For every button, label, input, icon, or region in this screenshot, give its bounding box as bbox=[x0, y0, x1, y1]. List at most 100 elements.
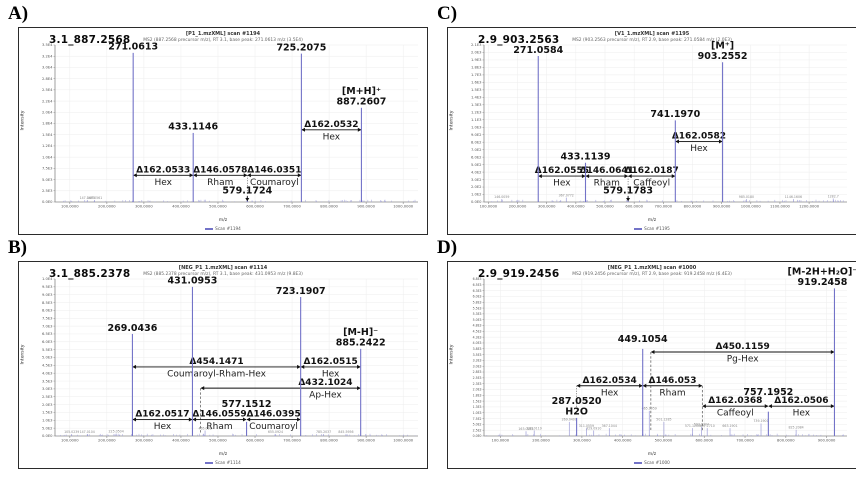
y-tick-label: 1.9E3 bbox=[471, 58, 482, 62]
arrowhead bbox=[297, 364, 301, 369]
y-tick-label: 2.5E3 bbox=[42, 189, 53, 193]
arrowhead bbox=[242, 417, 247, 422]
y-tick-label: 1.0E3 bbox=[42, 419, 53, 423]
spectrum-title: 3.1_885.2378 bbox=[49, 268, 131, 280]
y-tick-label: 7.5E3 bbox=[42, 316, 53, 320]
y-tick-label: 3.0E4 bbox=[42, 66, 53, 70]
fragment-name-label: Rham bbox=[206, 422, 232, 432]
peak-label: [M⁺] bbox=[711, 41, 734, 52]
y-tick-label: 1.0E2 bbox=[471, 193, 482, 197]
y-tick-label: 2.8E4 bbox=[42, 77, 53, 81]
legend-text: Scan #1195 bbox=[644, 226, 670, 231]
small-peak-label: 593.1304 bbox=[694, 422, 709, 426]
y-axis-label: Intensity bbox=[20, 110, 26, 131]
y-tick-label: 4.0E2 bbox=[471, 170, 482, 174]
arrowhead bbox=[624, 174, 629, 179]
delta-label: Δ162.0534 bbox=[583, 376, 637, 386]
y-tick-label: 3.3E3 bbox=[473, 359, 482, 363]
y-tick-label: 2.5E3 bbox=[42, 395, 53, 399]
scan-header: [V1_1.mzXML] scan #1195 bbox=[614, 30, 690, 37]
y-tick-label: 1.1E3 bbox=[471, 118, 482, 122]
y-tick-label: 1.4E3 bbox=[471, 96, 482, 100]
fragment-name-label: Coumaroyl-Rham-Hex bbox=[167, 369, 266, 379]
fragment-name-label: Rham bbox=[659, 388, 685, 398]
small-peak-label: 663.1901 bbox=[722, 424, 737, 428]
arrowhead bbox=[675, 139, 679, 144]
peak-label: 887.2607 bbox=[336, 97, 386, 108]
y-tick-label: 6.0E3 bbox=[473, 295, 482, 299]
y-tick-label: 7.0E2 bbox=[471, 148, 482, 152]
scan-subheader: MS2 (903.2563 precursor m/z), RT 2.9, ba… bbox=[572, 37, 732, 43]
scan-subheader: MS2 (919.2456 precursor m/z), RT 2.9, ba… bbox=[572, 271, 732, 277]
delta-label: Δ162.0517 bbox=[135, 410, 189, 420]
fragment-name-label: Hex bbox=[690, 144, 708, 154]
arrowhead bbox=[133, 173, 137, 178]
delta-label: Δ146.0395 bbox=[246, 410, 300, 420]
y-tick-label: 7.0E3 bbox=[42, 324, 53, 328]
peak-label: 433.1139 bbox=[561, 152, 611, 163]
delta-label: Δ450.1159 bbox=[716, 342, 770, 352]
panel-c: C) 2.9_903.2563 [V1_1.mzXML] scan #1195 … bbox=[437, 3, 856, 235]
scan-header: [P1_1.mzXML] scan #1194 bbox=[185, 30, 261, 37]
peak-label: 449.1054 bbox=[618, 334, 668, 345]
x-tick-label: 900.0000 bbox=[357, 205, 375, 209]
x-tick-label: 400.0000 bbox=[614, 439, 632, 443]
x-tick-label: 900.0000 bbox=[818, 439, 836, 443]
spectrum-title: 2.9_919.2456 bbox=[478, 268, 560, 280]
delta-label: Δ146.0641 bbox=[580, 166, 634, 176]
delta-label: Δ146.0559 bbox=[192, 410, 246, 420]
x-tick-label: 700.0000 bbox=[655, 205, 673, 209]
small-peak-label: 501.1285 bbox=[656, 418, 671, 422]
y-tick-label: 2.3E3 bbox=[473, 382, 482, 386]
fragment-name-label: Coumaroyl bbox=[250, 178, 299, 188]
y-axis-label: Intensity bbox=[449, 110, 455, 131]
arrowhead bbox=[576, 383, 581, 388]
y-tick-label: 7.5E2 bbox=[473, 417, 482, 421]
y-tick-label: 1.0E3 bbox=[473, 411, 482, 415]
arrowhead bbox=[192, 417, 197, 422]
x-tick-label: 100.0000 bbox=[480, 205, 498, 209]
y-tick-label: 4.5E3 bbox=[42, 364, 53, 368]
x-tick-label: 300.0000 bbox=[573, 439, 591, 443]
delta-label: Δ162.0582 bbox=[672, 132, 726, 142]
y-tick-label: 2.2E4 bbox=[42, 99, 53, 103]
arrowhead bbox=[243, 173, 248, 178]
panel-b: B) 3.1_885.2378 [NEG_P1_1.mzXML] scan #1… bbox=[8, 237, 428, 469]
small-peak-label: 167.0561 bbox=[87, 196, 102, 200]
x-tick-label: 200.0000 bbox=[98, 205, 116, 209]
y-tick-label: 1.5E3 bbox=[471, 88, 482, 92]
x-tick-label: 100.0000 bbox=[61, 439, 79, 443]
y-tick-label: 1.3E3 bbox=[473, 405, 482, 409]
x-axis-label: m/z bbox=[218, 218, 228, 223]
arrowhead bbox=[357, 127, 362, 132]
legend-line-icon bbox=[634, 228, 643, 230]
y-tick-label: 9.5E3 bbox=[42, 285, 53, 289]
delta-label: Δ162.0506 bbox=[774, 396, 828, 406]
peak-label: [M+H]⁺ bbox=[342, 86, 381, 97]
arrowhead bbox=[830, 404, 835, 409]
x-axis-label: m/z bbox=[647, 218, 657, 223]
y-tick-label: 3.8E3 bbox=[473, 347, 482, 351]
delta-label: Δ162.0533 bbox=[136, 165, 190, 175]
fragment-name-label: Rham bbox=[594, 179, 620, 189]
small-peak-label: 146.0059 bbox=[494, 195, 509, 199]
spectrum-box-c: 2.9_903.2563 [V1_1.mzXML] scan #1195 MS2… bbox=[447, 27, 856, 235]
peak-label: 271.0584 bbox=[513, 45, 563, 56]
peak-label: 757.1952 bbox=[743, 387, 793, 398]
scan-header: [NEG_P1_1.mzXML] scan #1114 bbox=[178, 264, 268, 271]
x-axis-label: m/z bbox=[647, 452, 657, 457]
arrowhead bbox=[538, 174, 542, 179]
y-tick-label: 4.0E3 bbox=[42, 371, 53, 375]
fragment-name-label: Hex bbox=[553, 179, 571, 189]
delta-label: Δ146.0578 bbox=[193, 165, 247, 175]
y-tick-label: 1.5E4 bbox=[42, 133, 53, 137]
small-peak-label: 739.1901 bbox=[753, 419, 768, 423]
delta-label: Δ146.0351 bbox=[247, 165, 301, 175]
legend: Scan #1195 bbox=[448, 226, 856, 231]
arrowhead bbox=[768, 404, 772, 409]
y-tick-label: 1.0E4 bbox=[42, 155, 53, 159]
x-tick-label: 500.0000 bbox=[209, 205, 227, 209]
arrowhead bbox=[671, 174, 676, 179]
y-tick-label: 8.5E3 bbox=[42, 301, 53, 305]
